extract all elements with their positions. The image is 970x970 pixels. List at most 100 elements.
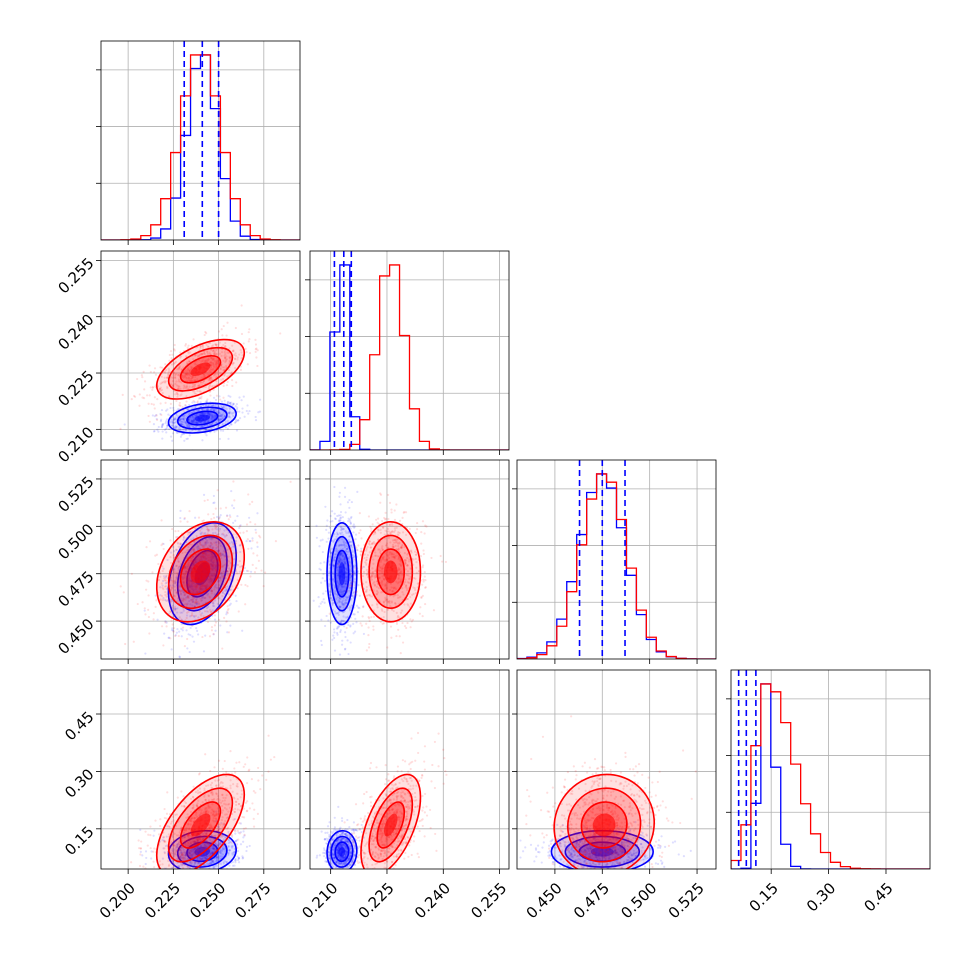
scatter-point [158,387,162,390]
scatter-point [173,426,176,429]
scatter-point [333,485,336,489]
scatter-point [132,640,135,643]
scatter-point [216,424,219,428]
scatter-point [210,422,213,426]
scatter-point [193,382,197,385]
scatter-point [179,387,182,390]
scatter-point [224,360,227,364]
scatter-point [179,516,182,520]
scatter-point [188,403,191,407]
scatter-point [338,491,341,494]
scatter-point [338,495,341,498]
scatter-point [207,358,210,361]
scatter-point [225,548,229,552]
scatter-point [204,551,207,554]
scatter-point [186,520,189,523]
scatter-point [159,586,162,589]
scatter-point [321,550,324,554]
scatter-point [387,493,390,497]
scatter-point [229,402,232,405]
scatter-point [206,594,209,597]
scatter-point [182,582,185,585]
scatter-point [228,402,232,405]
scatter-point [173,421,176,425]
scatter-point [213,416,216,419]
scatter-point [162,644,165,647]
scatter-point [153,396,156,399]
scatter-point [178,419,181,422]
scatter-point [245,350,248,354]
scatter-point [326,519,329,522]
scatter-point [204,432,207,435]
scatter-point [172,362,176,365]
scatter-point [187,377,190,380]
scatter-point [174,382,177,385]
scatter-point [348,506,351,509]
scatter-point [184,421,187,424]
scatter-point [234,326,237,330]
scatter-point [212,358,215,361]
scatter-point [254,338,257,341]
scatter-point [223,415,226,418]
scatter-point [347,666,349,668]
scatter-point [216,370,219,374]
scatter-point [143,607,146,610]
scatter-point [224,344,227,348]
scatter-point [188,434,191,437]
scatter-point [167,371,170,374]
scatter-point [231,362,235,365]
scatter-point [182,418,185,421]
scatter-point [360,624,363,627]
scatter-point [192,588,195,591]
scatter-point [249,521,252,524]
scatter-point [180,393,183,396]
scatter-point [179,418,182,421]
scatter-point [211,415,214,418]
scatter-point [183,374,187,377]
scatter-point [320,581,323,584]
scatter-point [190,421,193,424]
scatter-point [388,501,392,504]
scatter-point [238,410,241,413]
scatter-point [198,590,201,593]
scatter-point [408,527,411,530]
scatter-point [182,591,186,594]
scatter-point [151,388,154,391]
scatter-point [169,402,172,405]
scatter-point [252,552,255,555]
scatter-point [226,375,229,378]
scatter-point [349,674,351,676]
scatter-point [224,407,227,410]
scatter-point [152,423,156,426]
scatter-point [192,614,195,618]
scatter-point [205,585,208,588]
scatter-point [209,360,212,364]
scatter-point [152,618,155,621]
scatter-point [216,404,219,408]
scatter-point [205,400,208,403]
scatter-point [352,622,355,625]
scatter-point [227,400,230,404]
scatter-point [199,425,203,428]
scatter-point [248,516,251,519]
scatter-point [348,563,351,567]
scatter-point [194,354,197,357]
scatter-point [225,384,229,387]
scatter-point [197,633,200,636]
scatter-point [325,540,328,543]
scatter-point [170,363,174,366]
scatter-point [195,591,198,594]
scatter-point [220,378,223,381]
scatter-point [338,653,342,656]
scatter-point [204,883,206,885]
scatter-point [160,381,163,384]
scatter-point [177,387,180,390]
scatter-point [210,629,214,632]
scatter-point [235,419,238,422]
scatter-point [158,387,161,390]
scatter-point [171,623,174,626]
scatter-point [191,419,194,422]
scatter-point [215,565,218,569]
scatter-point [226,871,228,873]
scatter-point [254,343,258,346]
